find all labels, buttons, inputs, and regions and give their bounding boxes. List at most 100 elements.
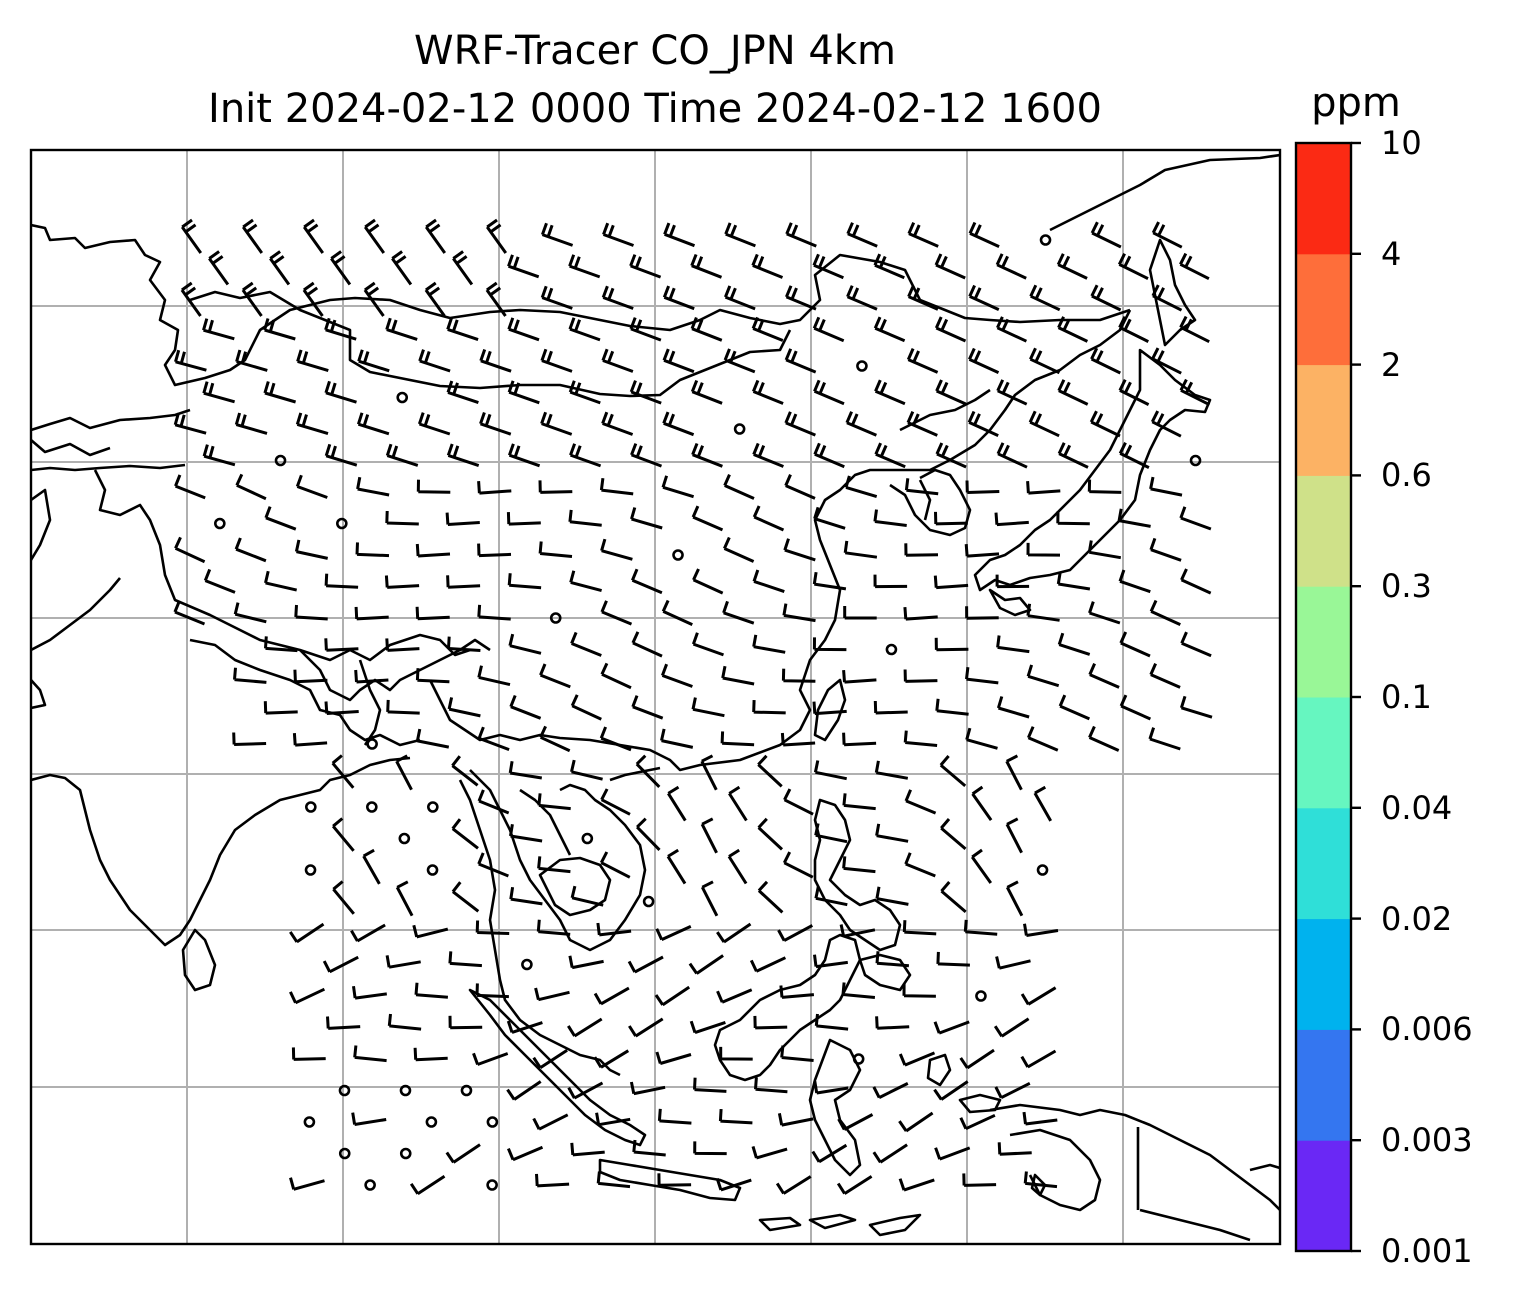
wind-barb xyxy=(415,728,450,749)
wind-barb xyxy=(485,218,508,254)
wind-barb xyxy=(935,379,967,406)
wind-barb xyxy=(1180,568,1212,595)
wind-barb xyxy=(1118,442,1150,469)
wind-barb xyxy=(934,637,969,652)
wind-barb xyxy=(477,852,509,878)
wind-barb xyxy=(1057,442,1089,469)
wind-barb xyxy=(202,318,235,341)
wind-barb-calm xyxy=(399,1147,412,1160)
wind-barb xyxy=(662,348,695,374)
wind-barb xyxy=(507,380,540,405)
wind-barb xyxy=(965,480,1000,494)
wind-barb xyxy=(814,886,848,907)
wind-barb xyxy=(813,954,848,969)
wind-barb xyxy=(1033,785,1053,822)
wind-barb xyxy=(1005,817,1023,854)
wind-barb xyxy=(996,635,1030,654)
wind-barb xyxy=(596,1171,631,1189)
wind-barb xyxy=(902,920,937,936)
wind-barb xyxy=(940,881,967,914)
wind-barb xyxy=(602,222,635,247)
wind-barb xyxy=(667,785,687,822)
wind-barb-calm xyxy=(642,895,655,908)
wind-barb xyxy=(567,1081,604,1100)
wind-barb-calm xyxy=(396,391,409,404)
wind-barb xyxy=(1119,694,1152,721)
wind-barb xyxy=(722,600,755,625)
wind-barb xyxy=(1027,726,1059,752)
wind-barb-calm xyxy=(214,517,226,530)
wind-barb xyxy=(292,733,328,747)
wind-barb xyxy=(693,1077,727,1093)
wind-barb xyxy=(351,1112,387,1126)
wind-barb xyxy=(570,759,603,781)
wind-barb xyxy=(629,317,662,342)
wind-barb xyxy=(1026,664,1060,688)
wind-barb xyxy=(539,725,571,753)
wind-barb xyxy=(235,349,268,372)
wind-barb xyxy=(570,1142,605,1157)
wind-barb xyxy=(1087,479,1122,494)
wind-barb xyxy=(964,543,1000,558)
wind-barb xyxy=(1022,1111,1058,1126)
wind-barb xyxy=(234,412,268,435)
wind-barb xyxy=(1148,727,1181,751)
wind-barb xyxy=(600,788,631,816)
wind-barb xyxy=(907,222,939,248)
wind-barb xyxy=(412,924,449,939)
wind-barb xyxy=(700,754,718,791)
wind-barb xyxy=(751,253,784,279)
wind-barb xyxy=(1149,599,1181,626)
wind-barb xyxy=(173,600,206,626)
wind-barb xyxy=(662,411,695,437)
wind-barb xyxy=(331,817,355,852)
wind-barb xyxy=(814,823,848,844)
wind-barb xyxy=(1180,631,1212,658)
wind-barb xyxy=(600,538,633,561)
wind-barb xyxy=(295,474,328,499)
wind-barb-calm xyxy=(672,549,684,561)
colorbar-tick-label: 0.3 xyxy=(1381,567,1432,606)
wind-barb xyxy=(479,412,512,436)
wind-barb xyxy=(1026,481,1061,495)
wind-barb xyxy=(264,636,298,653)
wind-barb-calm xyxy=(304,864,317,876)
wind-barb xyxy=(294,604,328,621)
wind-barb xyxy=(537,856,571,874)
wind-barb xyxy=(813,379,845,406)
wind-barb xyxy=(875,1016,910,1030)
wind-barb xyxy=(784,411,816,437)
wind-barb-calm xyxy=(460,1084,473,1097)
wind-barb xyxy=(630,443,663,468)
wind-barb xyxy=(507,254,540,279)
wind-barb-calm xyxy=(975,990,987,1002)
wind-barb xyxy=(1090,284,1122,312)
wind-barb xyxy=(509,886,543,906)
wind-barb xyxy=(600,600,633,626)
wind-barb xyxy=(331,754,355,789)
wind-barb xyxy=(414,982,449,999)
wind-barb xyxy=(751,316,784,342)
wind-barb xyxy=(600,662,632,690)
colorbar-segment xyxy=(1296,253,1351,366)
wind-barb xyxy=(691,697,725,718)
title-line2: Init 2024-02-12 0000 Time 2024-02-12 160… xyxy=(208,86,1102,132)
wind-barb xyxy=(873,253,905,280)
wind-barb xyxy=(690,253,723,279)
wind-barb xyxy=(1056,253,1088,280)
wind-barb xyxy=(812,571,847,591)
wind-barb xyxy=(723,536,755,563)
wind-barb-calm xyxy=(427,801,439,813)
wind-barb xyxy=(812,701,847,716)
wind-barb xyxy=(721,665,755,686)
wind-barb-calm xyxy=(521,958,533,971)
wind-barb xyxy=(933,1080,969,1101)
wind-barb xyxy=(506,1080,542,1101)
wind-barb xyxy=(415,668,450,684)
wind-barb xyxy=(570,694,602,721)
wind-barb xyxy=(599,851,631,879)
wind-barb xyxy=(752,700,786,715)
wind-barb xyxy=(934,511,968,526)
wind-barb xyxy=(289,987,326,1005)
wind-barb xyxy=(627,955,664,974)
